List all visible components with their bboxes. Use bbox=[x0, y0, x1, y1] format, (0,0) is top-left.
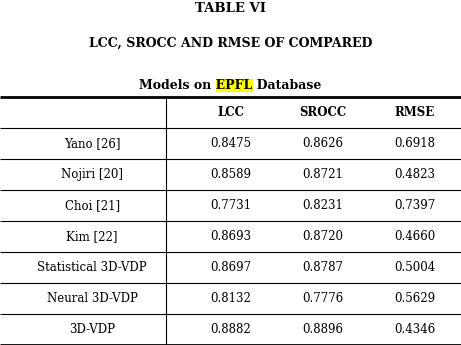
Bar bbox=[216, 79, 253, 92]
Text: LCC, SROCC AND RMSE OF COMPARED: LCC, SROCC AND RMSE OF COMPARED bbox=[89, 37, 372, 50]
Text: Models on EPFL Database: Models on EPFL Database bbox=[139, 79, 322, 92]
Text: Models on EPFL Database: Models on EPFL Database bbox=[139, 79, 322, 92]
Text: Models on EPFL: Models on EPFL bbox=[0, 79, 113, 92]
Text: Models on: Models on bbox=[0, 79, 77, 92]
Text: TABLE VI: TABLE VI bbox=[195, 2, 266, 15]
